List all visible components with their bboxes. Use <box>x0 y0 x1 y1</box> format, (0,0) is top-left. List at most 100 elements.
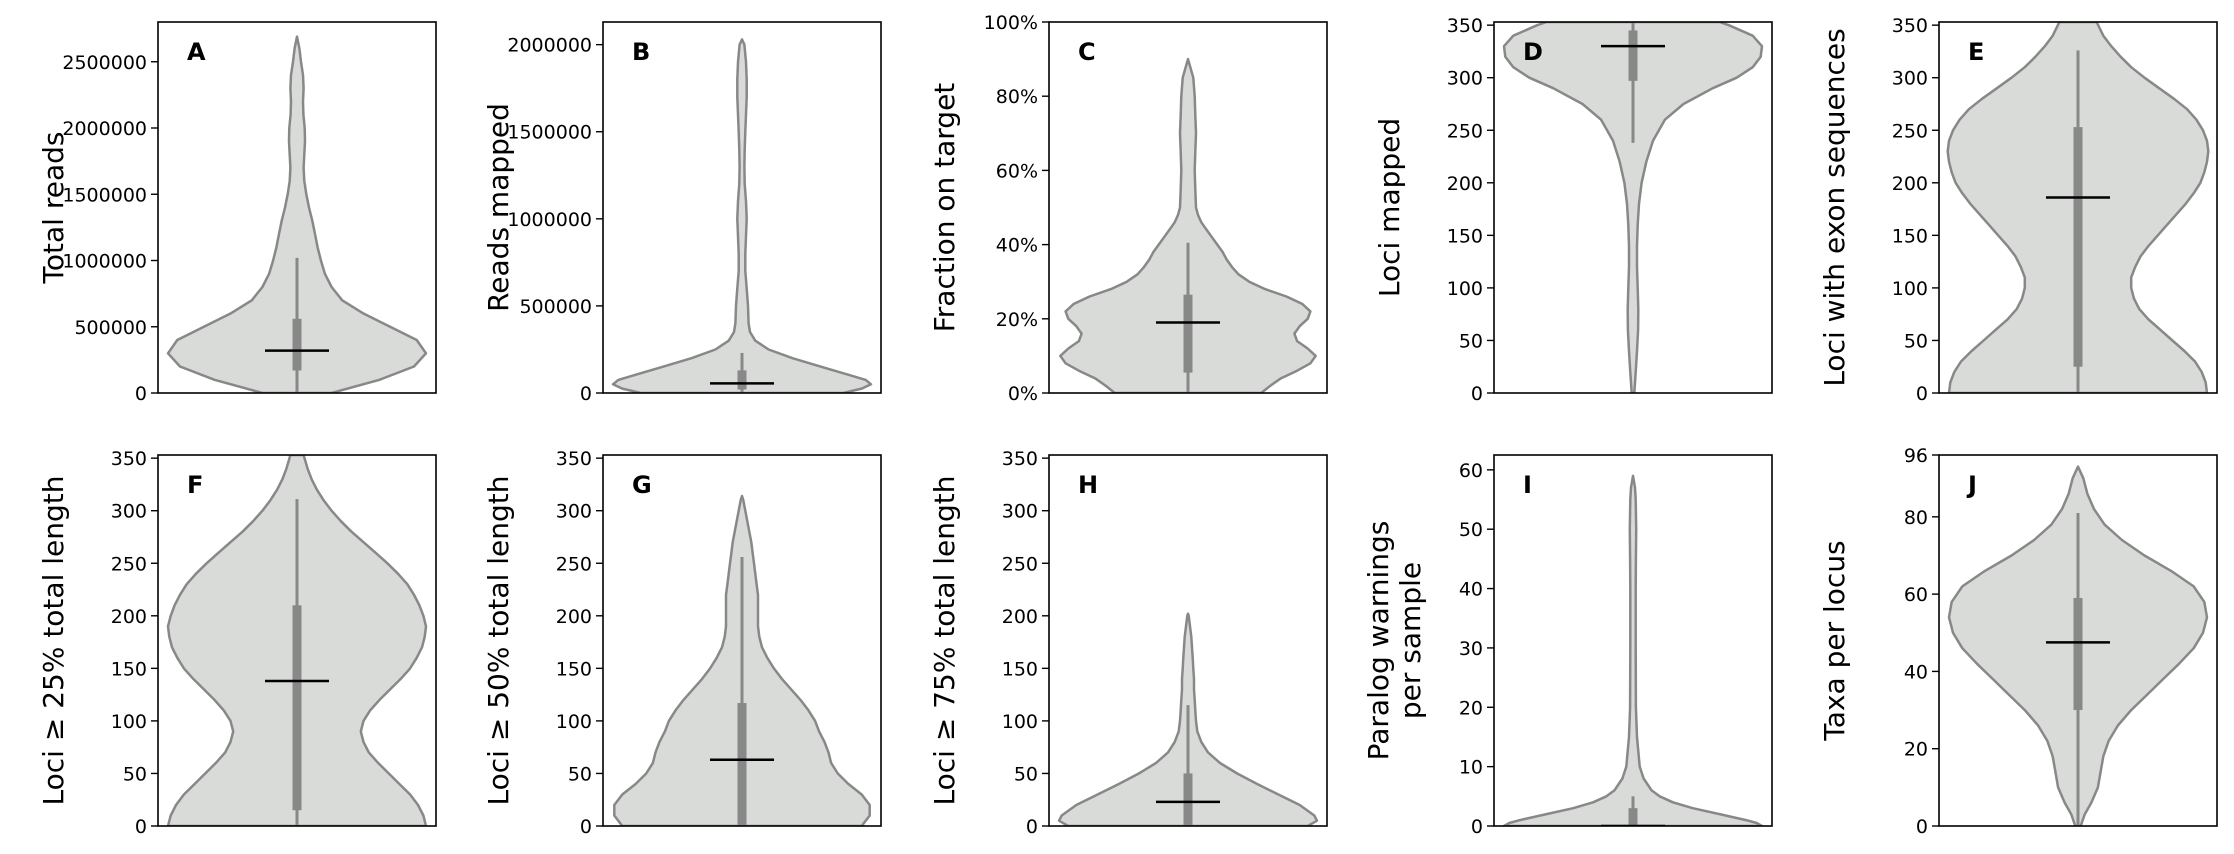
ytick-label-h-3: 150 <box>1002 658 1038 680</box>
axes-frame-e <box>1938 21 2218 394</box>
axes-frame-c <box>1048 21 1328 394</box>
ytick-label-d-7: 350 <box>1447 15 1483 37</box>
ytick-label-b-0: 0 <box>580 383 592 405</box>
iqr-box-h <box>1183 773 1193 826</box>
violin-d <box>1502 22 1764 393</box>
ytick-label-f-1: 50 <box>123 763 147 785</box>
ytick-label-b-1: 500000 <box>519 296 592 318</box>
ytick-label-j-0: 0 <box>1916 816 1928 838</box>
axes-frame-b <box>602 21 882 394</box>
panel-a: 0 500000 1000000 1500000 2000000 2500000 Total… <box>37 21 437 405</box>
ytick-label-d-0: 0 <box>1471 383 1483 405</box>
panel-b: 0 500000 1000000 1500000 2000000 Reads mapped… <box>482 21 882 405</box>
ytick-label-i-6: 60 <box>1459 460 1483 482</box>
panel-j: 0 20 40 60 80 96 Taxa per locus J <box>1818 445 2218 838</box>
ytick-label-b-4: 2000000 <box>507 35 592 57</box>
ytick-label-h-2: 100 <box>1002 711 1038 733</box>
ytick-label-c-3: 60% <box>996 160 1038 182</box>
ytick-label-g-1: 50 <box>568 763 592 785</box>
axes-frame-d <box>1493 21 1773 394</box>
ytick-label-d-5: 250 <box>1447 120 1483 142</box>
ytick-label-h-0: 0 <box>1026 816 1038 838</box>
iqr-box-i <box>1628 808 1638 826</box>
ytick-label-c-5: 100% <box>984 12 1038 34</box>
ytick-label-i-3: 30 <box>1459 638 1483 660</box>
ytick-label-g-0: 0 <box>580 816 592 838</box>
ylabel-j: Taxa per locus <box>1818 540 1851 741</box>
ytick-label-f-3: 150 <box>111 658 147 680</box>
ytick-label-a-5: 2500000 <box>62 52 147 74</box>
panel-letter-e: E <box>1968 38 1984 66</box>
ytick-label-h-5: 250 <box>1002 553 1038 575</box>
ytick-label-e-3: 150 <box>1892 225 1928 247</box>
ytick-label-f-6: 300 <box>111 501 147 523</box>
ytick-label-g-6: 300 <box>556 501 592 523</box>
ytick-label-e-2: 100 <box>1892 278 1928 300</box>
ytick-label-i-0: 0 <box>1471 816 1483 838</box>
ytick-label-j-4: 80 <box>1904 507 1928 529</box>
ytick-label-c-2: 40% <box>996 235 1038 257</box>
ylabel-e: Loci with exon sequences <box>1818 28 1851 386</box>
iqr-box-b <box>737 370 747 390</box>
iqr-box-a <box>292 318 302 371</box>
ylabel-i: Paralog warningsper sample <box>1362 521 1427 761</box>
ytick-label-d-3: 150 <box>1447 225 1483 247</box>
ytick-label-c-1: 20% <box>996 309 1038 331</box>
iqr-box-e <box>2073 127 2083 367</box>
ytick-label-h-1: 50 <box>1014 763 1038 785</box>
ytick-label-d-4: 200 <box>1447 173 1483 195</box>
ytick-label-g-2: 100 <box>556 711 592 733</box>
ytick-label-f-4: 200 <box>111 606 147 628</box>
ytick-label-f-0: 0 <box>135 816 147 838</box>
axes-frame-a <box>157 21 437 394</box>
ytick-label-c-0: 0% <box>1008 383 1038 405</box>
ytick-label-j-5: 96 <box>1904 445 1928 467</box>
iqr-box-j <box>2073 597 2083 711</box>
ytick-label-g-4: 200 <box>556 606 592 628</box>
ytick-label-a-3: 1500000 <box>62 184 147 206</box>
ytick-label-a-0: 0 <box>135 383 147 405</box>
panel-d: 0 50 100 150 200 250 300 350 Loci mapped D <box>1373 15 1773 405</box>
ylabel-b: Reads mapped <box>482 103 515 312</box>
ytick-label-i-5: 50 <box>1459 519 1483 541</box>
ytick-label-d-2: 100 <box>1447 278 1483 300</box>
ytick-label-e-7: 350 <box>1892 15 1928 37</box>
ytick-label-a-1: 500000 <box>74 317 147 339</box>
panel-letter-d: D <box>1523 38 1543 66</box>
axes-frame-j <box>1938 454 2218 827</box>
ytick-label-j-2: 40 <box>1904 661 1928 683</box>
panel-letter-j: J <box>1966 471 1977 499</box>
panel-f: 0 50 100 150 200 250 300 350 Loci ≥ 25% total le… <box>37 448 437 838</box>
ylabel-f: Loci ≥ 25% total length <box>37 476 70 806</box>
axes-frame-g <box>602 454 882 827</box>
ytick-label-e-1: 50 <box>1904 330 1928 352</box>
ytick-label-e-0: 0 <box>1916 383 1928 405</box>
axes-frame-h <box>1048 454 1328 827</box>
ylabel-d: Loci mapped <box>1373 118 1406 297</box>
panel-letter-a: A <box>187 38 206 66</box>
ytick-label-h-6: 300 <box>1002 501 1038 523</box>
ylabel-c: Fraction on target <box>928 83 961 333</box>
violin-i <box>1502 474 1764 826</box>
ytick-label-d-6: 300 <box>1447 68 1483 90</box>
ytick-label-b-3: 1500000 <box>507 122 592 144</box>
ytick-label-e-4: 200 <box>1892 173 1928 195</box>
iqr-box-g <box>737 703 747 826</box>
ytick-label-g-7: 350 <box>556 448 592 470</box>
iqr-box-c <box>1183 294 1193 373</box>
panel-letter-c: C <box>1078 38 1096 66</box>
ytick-label-h-7: 350 <box>1002 448 1038 470</box>
ytick-label-f-7: 350 <box>111 448 147 470</box>
ytick-label-i-4: 40 <box>1459 579 1483 601</box>
ylabel-a: Total reads <box>37 132 70 285</box>
panel-c: 0% 20% 40% 60% 80% 100% Fraction on target C <box>928 12 1328 405</box>
iqr-box-d <box>1628 30 1638 81</box>
ytick-label-a-4: 2000000 <box>62 118 147 140</box>
ytick-label-j-1: 20 <box>1904 739 1928 761</box>
ytick-label-g-5: 250 <box>556 553 592 575</box>
panel-h: 0 50 100 150 200 250 300 350 Loci ≥ 75% total le… <box>928 448 1328 838</box>
panel-i: 0 10 20 30 40 50 60 Paralog warningsper sample I <box>1362 454 1773 838</box>
violin-a <box>166 35 428 393</box>
violin-b <box>611 38 873 393</box>
